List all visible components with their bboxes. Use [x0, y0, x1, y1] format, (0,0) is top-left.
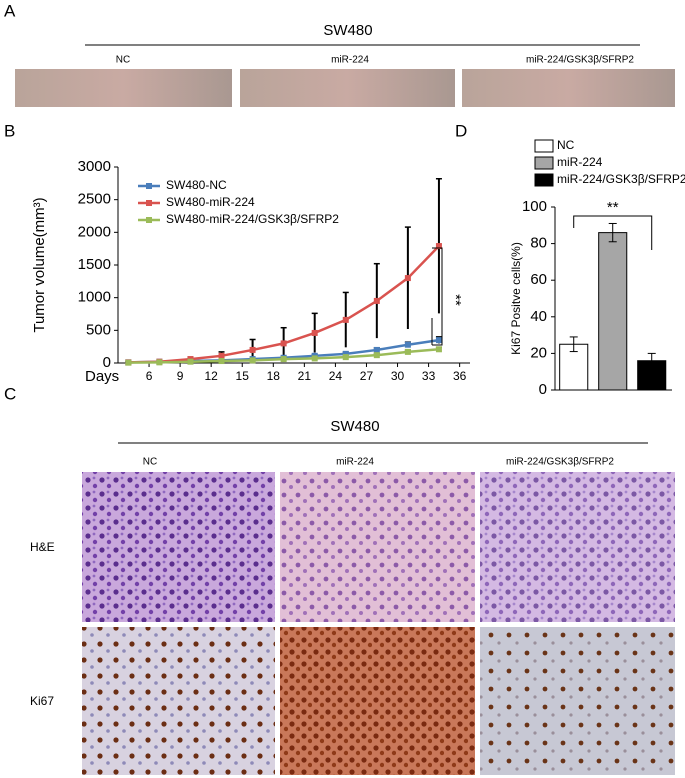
significance-bracket	[431, 247, 443, 346]
legend-marker	[146, 183, 152, 189]
legend-swatch	[534, 139, 554, 153]
row-label: H&E	[30, 540, 55, 554]
legend-label: NC	[557, 138, 575, 152]
point	[404, 275, 411, 282]
y-axis-label: Tumor volume(mm³)	[31, 197, 48, 332]
point	[373, 352, 380, 359]
legend-marker	[146, 200, 152, 206]
annotation: **	[607, 199, 619, 216]
panel-letter: D	[455, 121, 467, 140]
legend-marker	[146, 217, 152, 223]
point	[373, 297, 380, 304]
legend-label: miR-224	[557, 155, 603, 169]
tumor-photo	[15, 69, 232, 107]
x-tick-label: 12	[204, 369, 218, 383]
point	[342, 350, 349, 357]
point	[311, 329, 318, 336]
column-label: miR-224	[336, 457, 374, 468]
histology-image	[280, 627, 475, 775]
y-tick-label: 60	[530, 271, 547, 288]
y-tick-label: 500	[86, 321, 111, 338]
point	[280, 356, 287, 363]
column-label: NC	[143, 457, 157, 468]
point	[404, 341, 411, 348]
group-item: miR-224/GSK3β/SFRP2	[526, 55, 634, 66]
point	[280, 340, 287, 347]
legend-label: SW480-miR-224/GSK3β/SFRP2	[166, 212, 339, 226]
legend-label: SW480-NC	[166, 178, 227, 192]
point	[218, 352, 225, 359]
row-label: Ki67	[30, 694, 54, 708]
bar	[598, 232, 628, 391]
point	[311, 355, 318, 362]
legend-label: miR-224/GSK3β/SFRP2	[557, 172, 685, 186]
histology-image	[480, 627, 675, 775]
x-tick-label: 27	[360, 369, 374, 383]
y-tick-label: 0	[539, 381, 547, 398]
tumor-photo	[462, 69, 675, 107]
x-tick-label: 33	[422, 369, 436, 383]
x-tick-label: 15	[236, 369, 250, 383]
annotation: **	[447, 294, 464, 306]
y-tick-label: 0	[103, 354, 111, 371]
histology-image	[480, 472, 675, 622]
y-axis-label: Ki67 Positve cells(%)	[509, 242, 523, 355]
histology-image	[280, 472, 475, 622]
point	[342, 354, 349, 361]
column-label: miR-224/GSK3β/SFRP2	[506, 457, 614, 468]
group-label: SW480	[323, 22, 372, 39]
histology-image	[82, 627, 275, 775]
group-item: miR-224	[331, 55, 369, 66]
x-tick-label: 9	[177, 369, 184, 383]
point	[435, 346, 442, 353]
point	[435, 243, 442, 250]
tumor-photo	[240, 69, 455, 107]
legend-swatch	[534, 173, 554, 187]
y-tick-label: 1500	[78, 256, 111, 273]
legend-label: SW480-miR-224	[166, 195, 255, 209]
panel-letter: A	[4, 1, 16, 20]
group-item: NC	[116, 55, 130, 66]
x-tick-label: 21	[298, 369, 312, 383]
y-tick-label: 1000	[78, 289, 111, 306]
panel-c: C SW480 NC miR-224 miR-224/GSK3β/SFRP2 H…	[4, 384, 675, 775]
x-tick-label: 6	[146, 369, 153, 383]
legend-swatch	[534, 156, 554, 170]
point	[373, 346, 380, 353]
x-tick-label: 36	[453, 369, 467, 383]
point	[218, 358, 225, 365]
y-tick-label: 80	[530, 235, 547, 252]
x-tick-label: 18	[267, 369, 281, 383]
panel-letter: B	[4, 121, 15, 140]
point	[125, 359, 132, 366]
point	[156, 359, 163, 366]
y-tick-label: 40	[530, 308, 547, 325]
point	[187, 358, 194, 365]
y-tick-label: 100	[522, 198, 547, 215]
x-axis-label: Days	[85, 368, 119, 385]
x-tick-label: 30	[391, 369, 405, 383]
significance-bracket	[573, 215, 653, 250]
point	[249, 357, 256, 364]
x-tick-label: 24	[329, 369, 343, 383]
y-tick-label: 2000	[78, 223, 111, 240]
point	[342, 316, 349, 323]
panel-letter: C	[4, 384, 16, 403]
point	[249, 346, 256, 353]
group-label: SW480	[330, 418, 379, 435]
panel-a: A SW480 NC miR-224 miR-224/GSK3β/SFRP2	[4, 1, 675, 107]
histology-image	[82, 472, 275, 622]
point	[435, 337, 442, 344]
point	[404, 348, 411, 355]
y-tick-label: 20	[530, 344, 547, 361]
y-tick-label: 2500	[78, 191, 111, 208]
y-tick-label: 3000	[78, 158, 111, 175]
